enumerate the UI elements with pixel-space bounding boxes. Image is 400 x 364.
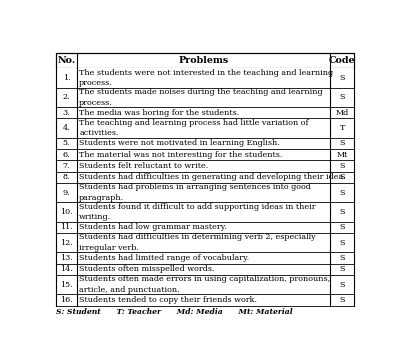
Bar xyxy=(56,53,354,68)
Bar xyxy=(56,202,354,222)
Bar xyxy=(56,107,354,118)
Text: 4.: 4. xyxy=(63,124,70,132)
Text: process.: process. xyxy=(79,99,113,107)
Text: 2.: 2. xyxy=(63,93,70,101)
Text: S: S xyxy=(340,296,345,304)
Text: 10.: 10. xyxy=(60,208,73,216)
Text: S: S xyxy=(340,139,345,147)
Text: process.: process. xyxy=(79,79,113,87)
Text: 14.: 14. xyxy=(60,265,73,273)
Bar xyxy=(56,233,354,252)
Text: S: S xyxy=(340,162,345,170)
Text: The material was not interesting for the students.: The material was not interesting for the… xyxy=(79,151,283,159)
Text: Students had difficulties in determining verb 2, especially: Students had difficulties in determining… xyxy=(79,233,316,241)
Text: S: S xyxy=(340,223,345,232)
Bar xyxy=(56,88,354,107)
Text: Code: Code xyxy=(329,56,356,65)
Text: 16.: 16. xyxy=(60,296,73,304)
Text: 15.: 15. xyxy=(60,281,73,289)
Text: 9.: 9. xyxy=(63,189,70,197)
Text: 13.: 13. xyxy=(60,254,73,262)
Bar xyxy=(56,161,354,172)
Bar xyxy=(56,264,354,275)
Text: S: S xyxy=(340,173,345,181)
Text: Students tended to copy their friends work.: Students tended to copy their friends wo… xyxy=(79,296,257,304)
Bar xyxy=(56,68,354,88)
Text: S: S xyxy=(340,189,345,197)
Text: S: S xyxy=(340,265,345,273)
Bar xyxy=(56,138,354,149)
Bar xyxy=(56,183,354,202)
Text: Problems: Problems xyxy=(178,56,229,65)
Text: Students had difficulties in generating and developing their idea.: Students had difficulties in generating … xyxy=(79,173,346,181)
Bar xyxy=(56,149,354,161)
Bar xyxy=(56,172,354,183)
Text: 5.: 5. xyxy=(63,139,70,147)
Text: S: S xyxy=(340,93,345,101)
Text: S: S xyxy=(340,254,345,262)
Text: Students often misspelled words.: Students often misspelled words. xyxy=(79,265,215,273)
Text: Students had limited range of vocabulary.: Students had limited range of vocabulary… xyxy=(79,254,249,262)
Text: The students were not interested in the teaching and learning: The students were not interested in the … xyxy=(79,68,333,76)
Text: irregular verb.: irregular verb. xyxy=(79,244,139,252)
Text: activities.: activities. xyxy=(79,130,119,138)
Text: S: S xyxy=(340,281,345,289)
Text: 1.: 1. xyxy=(63,74,70,82)
Text: 11.: 11. xyxy=(60,223,73,232)
Bar xyxy=(56,294,354,306)
Text: Md: Md xyxy=(336,109,349,117)
Text: Students felt reluctant to write.: Students felt reluctant to write. xyxy=(79,162,208,170)
Text: Students often made errors in using capitalization, pronouns,: Students often made errors in using capi… xyxy=(79,275,330,283)
Text: 3.: 3. xyxy=(63,109,70,117)
Text: S: S xyxy=(340,239,345,247)
Text: 8.: 8. xyxy=(63,173,70,181)
Text: Students were not motivated in learning English.: Students were not motivated in learning … xyxy=(79,139,280,147)
Text: The media was boring for the students.: The media was boring for the students. xyxy=(79,109,240,117)
Bar xyxy=(56,252,354,264)
Bar xyxy=(56,222,354,233)
Text: The students made noises during the teaching and learning: The students made noises during the teac… xyxy=(79,88,323,96)
Text: 7.: 7. xyxy=(63,162,70,170)
Text: S: S xyxy=(340,208,345,216)
Text: T: T xyxy=(340,124,345,132)
Text: The teaching and learning process had little variation of: The teaching and learning process had li… xyxy=(79,119,309,127)
Text: 6.: 6. xyxy=(63,151,70,159)
Bar xyxy=(56,275,354,294)
Text: S: S xyxy=(340,74,345,82)
Text: Students had problems in arranging sentences into good: Students had problems in arranging sente… xyxy=(79,183,311,191)
Text: 12.: 12. xyxy=(60,239,73,247)
Text: article, and punctuation.: article, and punctuation. xyxy=(79,286,180,294)
Text: S: Student      T: Teacher      Md: Media      Mt: Material: S: Student T: Teacher Md: Media Mt: Mate… xyxy=(56,308,292,316)
Bar xyxy=(56,118,354,138)
Text: No.: No. xyxy=(57,56,76,65)
Text: Students found it difficult to add supporting ideas in their: Students found it difficult to add suppo… xyxy=(79,203,316,211)
Text: Mt: Mt xyxy=(336,151,348,159)
Text: writing.: writing. xyxy=(79,213,111,221)
Text: Students had low grammar mastery.: Students had low grammar mastery. xyxy=(79,223,227,232)
Text: paragraph.: paragraph. xyxy=(79,194,124,202)
